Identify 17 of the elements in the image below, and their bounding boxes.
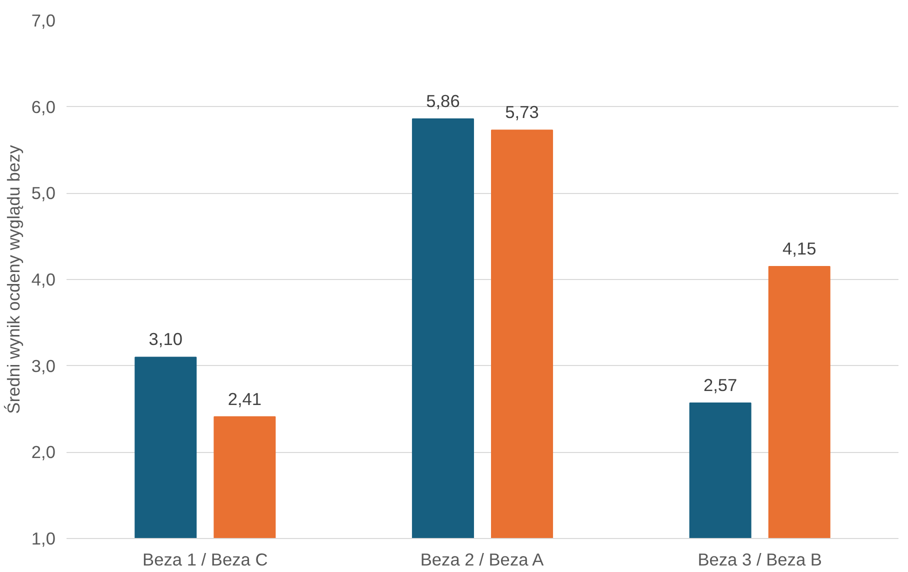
y-tick-label: 5,0 (31, 183, 56, 204)
data-label: 5,86 (426, 90, 460, 111)
y-axis-title: Średni wynik ocdeny wyglądu bezy (3, 144, 24, 414)
x-tick-label: Beza 3 / Beza B (698, 550, 822, 570)
data-label: 2,41 (228, 388, 262, 409)
x-tick-label: Beza 1 / Beza C (142, 550, 268, 570)
y-tick-label: 7,0 (31, 10, 56, 30)
y-tick-label: 3,0 (31, 356, 56, 376)
data-label: 2,57 (703, 374, 738, 395)
x-tick-label: Beza 2 / Beza A (420, 550, 544, 570)
y-tick-label: 4,0 (31, 270, 56, 290)
y-tick-label: 2,0 (31, 442, 56, 462)
data-label: 4,15 (782, 238, 816, 259)
data-label: 3,10 (148, 329, 183, 350)
data-label: 5,73 (505, 102, 539, 122)
y-tick-label: 6,0 (31, 96, 56, 117)
y-tick-label: 1,0 (31, 528, 56, 548)
